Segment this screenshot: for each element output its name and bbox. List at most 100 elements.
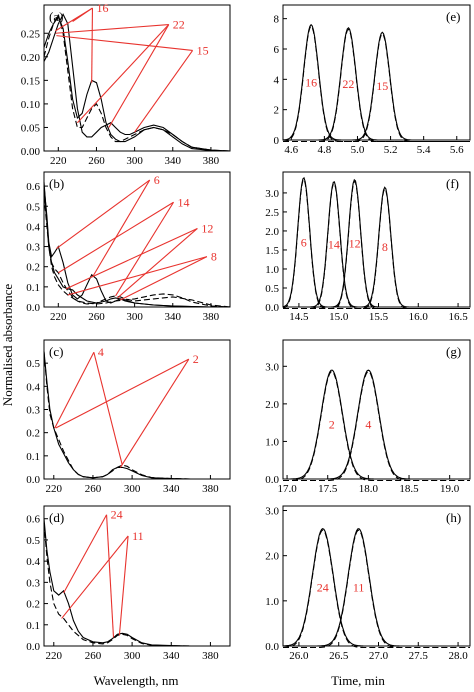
annotation-leader-line xyxy=(118,535,129,636)
chromatogram-fit-11 xyxy=(283,529,470,649)
y-tick-label: 0.5 xyxy=(26,358,40,370)
annotation-leader-line xyxy=(91,8,94,83)
annotation-leader-line xyxy=(92,179,151,278)
y-tick-label: 3.0 xyxy=(265,188,279,200)
annotation-leader-line xyxy=(61,535,129,619)
annotation-leader-line xyxy=(67,256,208,296)
y-tick-label: 0.15 xyxy=(21,75,41,87)
annotation-label-14: 14 xyxy=(178,195,190,209)
x-tick-label: 4.8 xyxy=(317,144,331,156)
chromatogram-peak-6 xyxy=(282,176,470,308)
x-tick-label: 28.0 xyxy=(448,650,468,662)
x-tick-label: 340 xyxy=(165,311,182,323)
y-tick-label: 0.6 xyxy=(26,181,40,193)
annotation-leader-line xyxy=(55,24,169,34)
spectrum-15 xyxy=(43,13,231,152)
annotation-leader-line xyxy=(115,201,175,297)
annotation-leader-line xyxy=(56,179,151,250)
left-x-axis-title: Wavelength, nm xyxy=(94,673,179,688)
y-tick-label: 0.10 xyxy=(21,99,41,111)
y-tick-label: 0.1 xyxy=(26,451,40,463)
peak-label-22: 22 xyxy=(342,77,354,91)
y-tick-label: 1.0 xyxy=(265,264,279,276)
x-tick-label: 15.5 xyxy=(369,311,389,323)
annotation-leader-line xyxy=(58,201,174,274)
annotation-leader-line xyxy=(63,514,108,594)
annotation-label-2: 2 xyxy=(193,352,199,366)
y-tick-label: 0.0 xyxy=(265,641,279,653)
x-tick-label: 300 xyxy=(126,155,143,167)
x-tick-label: 16.0 xyxy=(409,311,429,323)
x-tick-label: 260 xyxy=(88,311,105,323)
y-tick-label: 0.00 xyxy=(21,146,41,158)
x-tick-label: 340 xyxy=(163,483,180,495)
spectrum-22 xyxy=(43,12,231,152)
x-tick-label: 300 xyxy=(124,483,141,495)
x-tick-label: 380 xyxy=(202,650,219,662)
x-tick-label: 27.5 xyxy=(409,650,429,662)
peak-label-4: 4 xyxy=(365,418,371,432)
chromatogram-fit-4 xyxy=(283,370,470,482)
annotation-label-6: 6 xyxy=(154,173,160,187)
y-tick-label: 1.0 xyxy=(265,596,279,608)
y-tick-label: 0.3 xyxy=(26,242,40,254)
chromatogram-fit-16 xyxy=(282,25,470,143)
y-tick-label: 0.0 xyxy=(265,302,279,314)
y-tick-label: 0 xyxy=(274,135,280,147)
x-tick-label: 17.0 xyxy=(277,483,297,495)
chromatogram-fit-15 xyxy=(283,32,470,143)
x-tick-label: 26.5 xyxy=(329,650,349,662)
plot-frame xyxy=(282,339,471,480)
panel-label: (g) xyxy=(446,344,461,359)
x-tick-label: 5.2 xyxy=(384,144,398,156)
chromatogram-fit-24 xyxy=(283,529,470,649)
x-tick-label: 340 xyxy=(165,155,182,167)
x-tick-label: 220 xyxy=(46,650,63,662)
x-tick-label: 380 xyxy=(203,311,220,323)
y-tick-label: 0.25 xyxy=(21,28,41,40)
y-tick-label: 0.5 xyxy=(26,535,40,547)
x-tick-label: 19.0 xyxy=(440,483,460,495)
annotation-label-8: 8 xyxy=(211,250,217,264)
chromatogram-peak-4 xyxy=(283,369,470,480)
chromatogram-fit-2 xyxy=(283,370,470,482)
x-tick-label: 4.6 xyxy=(284,144,298,156)
chromatogram-fit-6 xyxy=(282,178,470,310)
right-x-axis-title: Time, min xyxy=(331,673,385,688)
y-tick-label: 0.2 xyxy=(26,599,40,611)
y-tick-label: 0.0 xyxy=(265,474,279,486)
annotation-leader-line xyxy=(106,514,115,638)
annotation-label-12: 12 xyxy=(201,221,213,235)
y-tick-label: 3.0 xyxy=(265,361,279,373)
y-tick-label: 0.3 xyxy=(26,577,40,589)
spectrum-24 xyxy=(43,518,230,647)
peak-label-2: 2 xyxy=(329,418,335,432)
x-tick-label: 14.5 xyxy=(289,311,309,323)
annotation-label-16: 16 xyxy=(96,1,108,15)
annotation-leader-line xyxy=(117,228,198,299)
plot-frame xyxy=(282,171,471,308)
y-tick-label: 0.4 xyxy=(26,221,40,233)
y-tick-label: 2.0 xyxy=(265,399,279,411)
y-tick-label: 0.3 xyxy=(26,405,40,417)
x-tick-label: 5.4 xyxy=(417,144,431,156)
x-tick-label: 220 xyxy=(50,155,67,167)
x-tick-label: 18.5 xyxy=(399,483,419,495)
spectrum-4 xyxy=(43,351,230,480)
x-tick-label: 5.0 xyxy=(351,144,365,156)
annotation-leader-line xyxy=(108,24,170,128)
y-tick-label: 1.5 xyxy=(265,245,279,257)
panel-label: (c) xyxy=(49,344,63,359)
plot-frame xyxy=(43,505,231,647)
annotation-leader-line xyxy=(72,7,93,22)
x-tick-label: 26.0 xyxy=(289,650,309,662)
plot-frame xyxy=(282,505,471,647)
annotation-leader-line xyxy=(65,227,198,290)
panel-a: 220 260 300 340 380 0.00 0.05 0.10 0.15 0.20 0.25 (… xyxy=(21,1,231,167)
annotation-leader-line xyxy=(54,351,95,429)
y-tick-label: 0.0 xyxy=(26,474,40,486)
x-tick-label: 260 xyxy=(88,155,105,167)
spectrum-16 xyxy=(43,15,231,152)
panel-e: 4.6 4.8 5.0 5.2 5.4 5.6 0 2 4 6 8 (e) 16 22 15 xyxy=(274,4,471,156)
peak-label-15: 15 xyxy=(376,79,388,93)
